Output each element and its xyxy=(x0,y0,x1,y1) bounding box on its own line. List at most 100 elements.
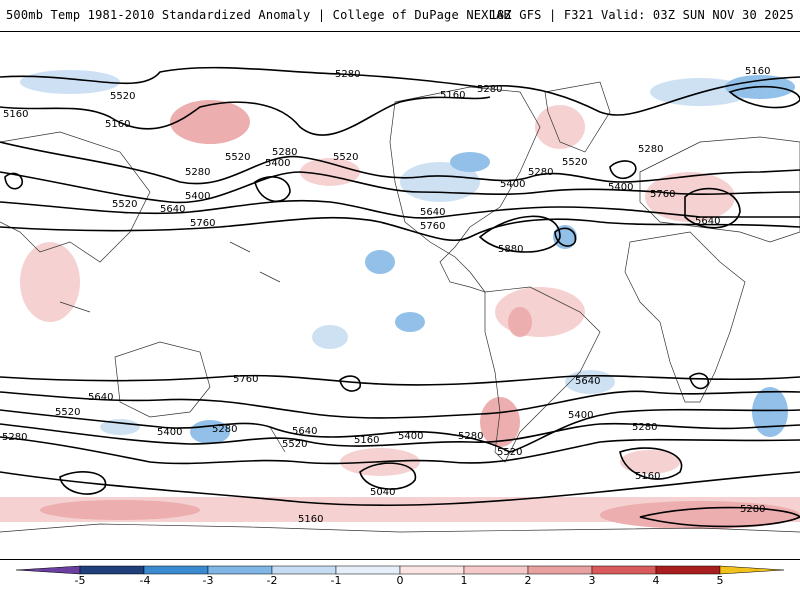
colorbar-label: 0 xyxy=(396,574,404,587)
contour-label: 5280 xyxy=(632,422,657,433)
contour-label: 5160 xyxy=(354,435,379,446)
colorbar-segment xyxy=(15,565,81,575)
asia-west-outline xyxy=(0,131,151,263)
map-canvas: 5280 5160 5280 5160 5160 5520 5280 5400 … xyxy=(0,66,800,533)
contour-label: 5640 xyxy=(160,204,185,215)
colorbar-label: -1 xyxy=(330,574,342,587)
contour-closed-g xyxy=(4,172,23,190)
contour-5520-south xyxy=(0,408,800,453)
contour-label: 5280 xyxy=(638,144,663,155)
contour-label: 5520 xyxy=(282,439,307,450)
contour-label: 5280 xyxy=(185,167,210,178)
greenland-outline xyxy=(544,81,611,153)
contour-label: 5280 xyxy=(740,504,765,515)
contour-label: 5520 xyxy=(112,199,137,210)
contour-label: 5400 xyxy=(265,158,290,169)
contour-5400-south xyxy=(0,422,800,447)
colorbar-label: 2 xyxy=(524,574,532,587)
contour-label: 5280 xyxy=(335,69,360,80)
contour-label: 5880 xyxy=(498,244,523,255)
contour-label: 5040 xyxy=(370,487,395,498)
contour-5640-south xyxy=(0,390,800,419)
contour-closed-e xyxy=(554,227,577,247)
contour-label: 5400 xyxy=(608,182,633,193)
colorbar-segment xyxy=(335,565,401,575)
contour-closed-k xyxy=(689,372,709,390)
contour-closed-h xyxy=(728,85,800,109)
eurasia-outline xyxy=(639,136,800,243)
contour-label: 5160 xyxy=(440,90,465,101)
contour-label: 5640 xyxy=(695,216,720,227)
contour-label: 5280 xyxy=(528,167,553,178)
contour-5160-south xyxy=(0,471,800,507)
contour-label: 5160 xyxy=(298,514,323,525)
header: 500mb Temp 1981-2010 Standardized Anomal… xyxy=(0,0,800,30)
contour-label: 5640 xyxy=(420,207,445,218)
contour-5520-a xyxy=(0,171,800,204)
contour-label: 5760 xyxy=(650,189,675,200)
map-panel: 5280 5160 5280 5160 5160 5520 5280 5400 … xyxy=(0,31,800,560)
contour-label: 5640 xyxy=(575,376,600,387)
contour-5760-south xyxy=(0,374,800,386)
colorbar-segment xyxy=(271,565,337,575)
contour-5280-south xyxy=(0,436,800,465)
anomaly-colorbar: -5 -4 -3 -2 -1 0 1 2 3 4 5 xyxy=(0,560,800,600)
colorbar-segment xyxy=(527,565,593,575)
islands-outline xyxy=(59,241,286,453)
colorbar-label: 5 xyxy=(716,574,724,587)
contour-label: 5280 xyxy=(212,424,237,435)
contour-label: 5760 xyxy=(233,374,258,385)
contour-label: 5280 xyxy=(272,147,297,158)
colorbar-label: -2 xyxy=(266,574,278,587)
contour-5160-closed-a xyxy=(619,447,683,480)
contour-closed-d xyxy=(684,187,741,229)
south-america-outline xyxy=(484,286,601,463)
contour-label: 5280 xyxy=(2,432,27,443)
contour-5760-north xyxy=(0,216,800,242)
contour-closed-f xyxy=(254,176,291,203)
contour-label: 5280 xyxy=(477,84,502,95)
antarctica-outline xyxy=(0,523,800,533)
model-run-info: 18Z GFS | F321 Valid: 03Z SUN NOV 30 202… xyxy=(489,8,794,22)
contour-label: 5760 xyxy=(190,218,215,229)
colorbar-segments xyxy=(15,565,785,575)
contour-5280-north xyxy=(0,66,800,116)
contour-label: 5280 xyxy=(458,431,483,442)
contour-label: 5640 xyxy=(88,392,113,403)
contour-5880 xyxy=(478,215,561,253)
colorbar-segment xyxy=(463,565,529,575)
colorbar-svg xyxy=(15,565,785,575)
north-america-outline xyxy=(389,86,541,293)
colorbar-segment xyxy=(591,565,657,575)
contour-label: 5160 xyxy=(745,66,770,77)
contour-label: 5520 xyxy=(55,407,80,418)
contour-label: 5520 xyxy=(497,447,522,458)
anomaly-shading xyxy=(0,70,800,529)
map-title: 500mb Temp 1981-2010 Standardized Anomal… xyxy=(6,8,511,22)
africa-outline xyxy=(624,231,746,403)
contour-label: 5160 xyxy=(105,119,130,130)
contour-label: 5640 xyxy=(292,426,317,437)
colorbar-segment xyxy=(399,565,465,575)
colorbar-segment xyxy=(719,565,785,575)
contour-label: 5400 xyxy=(500,179,525,190)
contour-5400-a xyxy=(0,141,800,185)
colorbar-segment xyxy=(143,565,209,575)
contour-label: 5160 xyxy=(3,109,28,120)
colorbar-segment xyxy=(79,565,145,575)
continent-outlines xyxy=(0,81,800,533)
height-contours xyxy=(0,66,800,528)
contour-labels: 5280 5160 5280 5160 5160 5520 5280 5400 … xyxy=(2,66,770,525)
colorbar-label: -4 xyxy=(139,574,151,587)
contour-label: 5400 xyxy=(157,427,182,438)
colorbar-label: 4 xyxy=(652,574,660,587)
contour-label: 5400 xyxy=(398,431,423,442)
contour-label: 5520 xyxy=(333,152,358,163)
contour-closed-i xyxy=(339,375,361,392)
contour-closed-c xyxy=(609,160,637,180)
contour-label: 5160 xyxy=(635,471,660,482)
contour-5040-closed xyxy=(359,462,417,490)
colorbar-segment xyxy=(655,565,721,575)
contour-label: 5520 xyxy=(225,152,250,163)
contour-label: 5400 xyxy=(568,410,593,421)
